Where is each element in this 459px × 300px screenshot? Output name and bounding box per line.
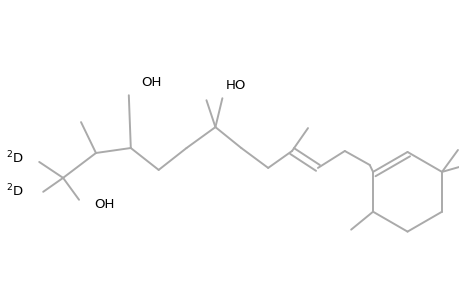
Text: OH: OH: [140, 76, 161, 89]
Text: OH: OH: [94, 198, 114, 211]
Text: $^{2}$D: $^{2}$D: [6, 150, 23, 166]
Text: HO: HO: [225, 79, 245, 92]
Text: $^{2}$D: $^{2}$D: [6, 182, 23, 199]
